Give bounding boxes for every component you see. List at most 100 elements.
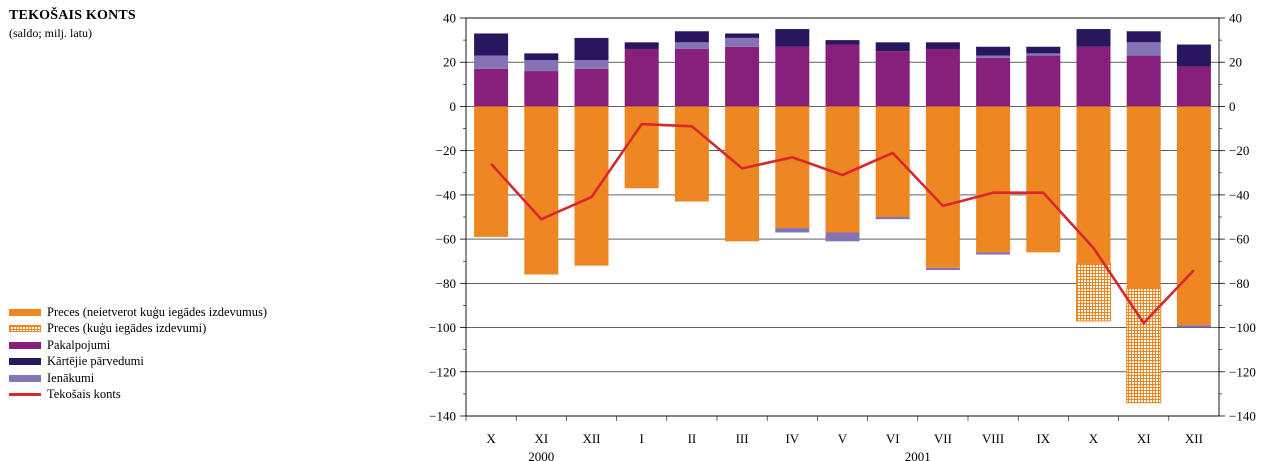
bar-transfers <box>775 29 810 47</box>
bar-income-negative <box>775 228 810 233</box>
bar-income-negative <box>925 267 960 271</box>
chart-title: TEKOŠAIS KONTS <box>9 8 136 23</box>
bar-income <box>1026 53 1061 56</box>
legend-item-goods: Preces (neietverot kuģu iegādes izdevumu… <box>9 304 267 321</box>
x-tick-label: X <box>1089 431 1099 446</box>
legend-swatch-goods <box>9 308 41 316</box>
bar-transfers <box>1076 29 1111 47</box>
bar-services <box>976 57 1011 107</box>
bar-goods <box>1126 106 1161 288</box>
y-tick-label-right: −20 <box>1229 143 1249 158</box>
y-tick-label-left: −20 <box>436 143 456 158</box>
y-tick-label-right: 0 <box>1229 99 1236 114</box>
y-tick-label-left: 40 <box>443 11 456 26</box>
bar-transfers <box>725 33 760 38</box>
bar-goods <box>1176 106 1211 326</box>
legend-swatch-ships <box>9 325 41 333</box>
bar-transfers <box>925 42 960 49</box>
bar-goods <box>524 106 559 275</box>
legend-label-ships: Preces (kuģu iegādes izdevumi) <box>47 321 207 336</box>
axes: −140 −140 −120 −120 −100 −100 −80 −80 −60 −60 −40 −… <box>429 11 1256 461</box>
y-tick-label-left: −120 <box>429 364 456 379</box>
current-account-line <box>490 122 1195 325</box>
y-tick-label-right: −140 <box>1229 409 1256 424</box>
bar-services <box>725 46 760 107</box>
bar-transfers <box>976 46 1011 56</box>
bar-income <box>725 37 760 47</box>
y-tick-label-left: −80 <box>436 276 456 291</box>
x-tick-label: VIII <box>982 431 1004 446</box>
bar-services <box>574 68 609 107</box>
y-tick-label-left: −40 <box>436 187 456 202</box>
legend-label-services: Pakalpojumi <box>47 337 111 352</box>
legend-item-ships: Preces (kuģu iegādes izdevumi) <box>9 321 267 338</box>
y-tick-label-right: −40 <box>1229 187 1249 202</box>
bar-goods <box>674 106 709 202</box>
bar-services <box>1076 46 1111 107</box>
bar-services <box>674 48 709 107</box>
bar-services <box>925 48 960 107</box>
bar-services <box>1026 55 1061 107</box>
bar-services <box>1176 66 1211 107</box>
bar-services <box>825 44 860 107</box>
x-tick-label: VI <box>886 431 900 446</box>
bar-services <box>524 71 559 107</box>
bar-transfers <box>674 31 709 43</box>
bar-transfers <box>474 33 509 56</box>
legend-item-current: Tekošais konts <box>9 387 267 404</box>
y-tick-label-left: −60 <box>436 232 456 247</box>
x-tick-label: IX <box>1036 431 1050 446</box>
x-tick-label: II <box>688 431 697 446</box>
bar-income-negative <box>1176 325 1211 328</box>
y-tick-label-right: 20 <box>1229 55 1242 70</box>
plot-frame <box>465 17 1220 417</box>
legend-label-transfers: Kārtējie pārvedumi <box>47 354 144 369</box>
bar-income <box>674 42 709 49</box>
bar-income <box>524 60 559 72</box>
bar-income-negative <box>976 252 1011 255</box>
bar-income <box>474 55 509 69</box>
bar-transfers <box>825 40 860 45</box>
legend-swatch-services <box>9 341 41 349</box>
bar-goods <box>1076 106 1111 264</box>
x-tick-label: V <box>838 431 848 446</box>
x-tick-label: XII <box>582 431 600 446</box>
bar-services <box>875 51 910 107</box>
bar-goods <box>875 106 910 217</box>
x-tick-label: III <box>736 431 749 446</box>
legend-item-transfers: Kārtējie pārvedumi <box>9 354 267 371</box>
bar-transfers <box>574 37 609 61</box>
legend-item-services: Pakalpojumi <box>9 337 267 354</box>
bar-transfers <box>1126 31 1161 43</box>
bar-income-negative <box>875 217 910 220</box>
bars <box>474 29 1211 404</box>
y-tick-label-right: 40 <box>1229 11 1242 26</box>
x-tick-label: VII <box>934 431 952 446</box>
y-tick-label-left: 0 <box>450 99 457 114</box>
y-tick-label-right: −60 <box>1229 232 1249 247</box>
y-tick-label-right: −80 <box>1229 276 1249 291</box>
bar-income <box>976 55 1011 58</box>
legend-swatch-income <box>9 374 41 382</box>
y-tick-label-right: −100 <box>1229 320 1256 335</box>
bar-transfers <box>875 42 910 52</box>
bar-goods <box>474 106 509 237</box>
bar-services <box>624 48 659 107</box>
bar-transfers <box>524 53 559 61</box>
legend-swatch-current <box>9 393 41 397</box>
y-tick-label-left: −100 <box>429 320 456 335</box>
bar-goods <box>925 106 960 268</box>
bar-income-negative <box>825 232 860 242</box>
bar-goods <box>725 106 760 242</box>
legend-label-current: Tekošais konts <box>47 387 121 402</box>
legend: Preces (neietverot kuģu iegādes izdevumu… <box>9 304 267 403</box>
bar-income <box>574 60 609 69</box>
x-tick-label: I <box>640 431 644 446</box>
x-tick-label: XII <box>1185 431 1203 446</box>
bar-transfers <box>624 42 659 49</box>
legend-label-goods: Preces (neietverot kuģu iegādes izdevumu… <box>47 304 268 319</box>
bar-income <box>1126 42 1161 56</box>
bar-goods <box>1026 106 1061 253</box>
bar-goods <box>624 106 659 189</box>
